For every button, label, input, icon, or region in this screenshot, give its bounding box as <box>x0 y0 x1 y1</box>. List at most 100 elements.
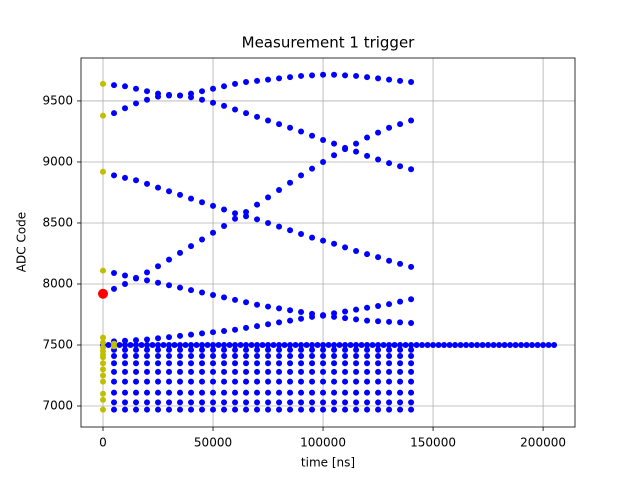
point <box>320 378 327 385</box>
point <box>325 342 332 348</box>
y-axis-label: ADC Code <box>15 212 29 272</box>
point <box>309 352 316 359</box>
point <box>199 330 206 337</box>
point <box>375 406 382 413</box>
point <box>265 368 272 375</box>
point <box>111 399 118 406</box>
point <box>221 342 228 348</box>
point <box>518 342 525 348</box>
point <box>397 378 404 385</box>
point <box>375 389 382 396</box>
point <box>276 406 283 413</box>
point <box>265 352 272 359</box>
point <box>298 128 305 135</box>
point <box>452 342 459 348</box>
point <box>144 360 151 367</box>
point <box>485 342 492 348</box>
point <box>122 378 129 385</box>
point <box>177 406 184 413</box>
point <box>397 406 404 413</box>
point <box>100 267 107 274</box>
point <box>479 342 486 348</box>
point <box>177 389 184 396</box>
point <box>397 368 404 375</box>
point <box>144 88 151 95</box>
point <box>210 99 217 106</box>
point <box>133 342 140 348</box>
point <box>226 342 233 348</box>
point <box>364 389 371 396</box>
point <box>188 352 195 359</box>
point <box>199 406 206 413</box>
point <box>397 346 404 353</box>
point <box>144 342 151 348</box>
point <box>204 342 211 348</box>
plot-frame <box>80 57 576 428</box>
point <box>320 389 327 396</box>
point <box>353 378 360 385</box>
point <box>353 360 360 367</box>
point <box>122 280 129 287</box>
point <box>254 113 261 120</box>
point <box>276 352 283 359</box>
point <box>512 342 519 348</box>
point <box>276 319 283 326</box>
point <box>353 148 360 155</box>
point <box>331 406 338 413</box>
point <box>221 294 228 301</box>
point <box>133 85 140 92</box>
point <box>177 378 184 385</box>
point <box>276 342 283 348</box>
point <box>232 326 239 333</box>
point <box>243 352 250 359</box>
point <box>127 342 134 348</box>
point <box>144 180 151 187</box>
point <box>375 156 382 163</box>
point <box>210 85 217 92</box>
point <box>188 243 195 250</box>
point <box>364 251 371 258</box>
point <box>331 399 338 406</box>
point <box>353 368 360 375</box>
point <box>155 346 162 353</box>
point <box>155 279 162 286</box>
point <box>210 389 217 396</box>
point <box>166 256 173 263</box>
point <box>221 346 228 353</box>
point <box>265 342 272 348</box>
point <box>386 399 393 406</box>
point <box>287 360 294 367</box>
point <box>144 336 151 343</box>
point <box>210 378 217 385</box>
point <box>386 124 393 131</box>
point <box>133 406 140 413</box>
point <box>232 360 239 367</box>
point <box>111 110 118 117</box>
point <box>408 368 415 375</box>
point <box>309 399 316 406</box>
point <box>320 71 327 78</box>
point <box>353 352 360 359</box>
point <box>144 389 151 396</box>
point <box>144 269 151 276</box>
point <box>331 346 338 353</box>
point <box>276 121 283 128</box>
point <box>188 360 195 367</box>
x-tick-label: 100000 <box>300 436 346 450</box>
point <box>331 352 338 359</box>
point <box>320 158 327 165</box>
point <box>287 227 294 234</box>
point <box>287 74 294 81</box>
point <box>144 352 151 359</box>
point <box>188 342 195 348</box>
point <box>100 334 107 341</box>
point <box>232 215 239 222</box>
point <box>122 346 129 353</box>
point <box>292 342 299 348</box>
point <box>122 342 129 348</box>
point <box>243 399 250 406</box>
point <box>287 368 294 375</box>
point <box>386 346 393 353</box>
point <box>369 342 376 348</box>
point <box>111 270 118 277</box>
